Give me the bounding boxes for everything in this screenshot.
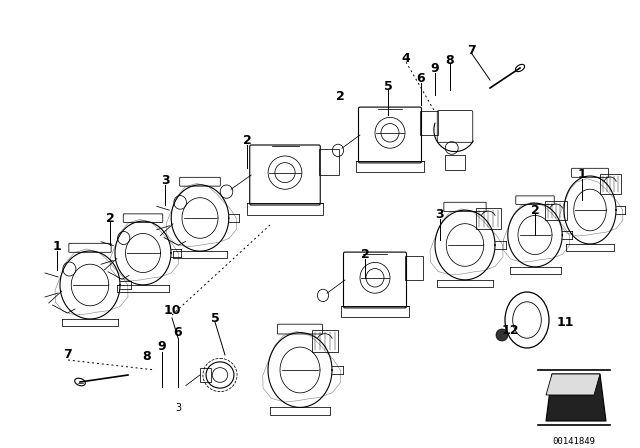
Text: 1: 1	[578, 168, 586, 181]
Bar	[445, 155, 465, 170]
Bar	[476, 208, 500, 228]
Bar	[600, 174, 621, 194]
Bar	[356, 161, 424, 172]
Ellipse shape	[496, 329, 508, 341]
Text: 3: 3	[161, 175, 170, 188]
Bar	[545, 201, 567, 220]
Text: 7: 7	[468, 43, 476, 56]
Text: 6: 6	[173, 327, 182, 340]
Text: 3: 3	[175, 403, 181, 413]
Bar	[200, 368, 211, 382]
Text: 11: 11	[556, 316, 573, 329]
Text: 1: 1	[52, 241, 61, 254]
Text: 5: 5	[383, 79, 392, 92]
Text: 3: 3	[436, 208, 444, 221]
Text: 9: 9	[431, 63, 439, 76]
Text: 10: 10	[163, 303, 180, 316]
Text: 2: 2	[531, 203, 540, 216]
Text: 5: 5	[211, 311, 220, 324]
Text: 00141849: 00141849	[552, 437, 595, 446]
Text: 12: 12	[501, 323, 519, 336]
Text: 6: 6	[417, 73, 426, 86]
Text: 9: 9	[157, 340, 166, 353]
Text: 7: 7	[63, 349, 72, 362]
Bar	[247, 203, 323, 215]
Text: 8: 8	[445, 53, 454, 66]
Text: 8: 8	[143, 350, 151, 363]
Polygon shape	[546, 374, 600, 395]
Bar	[312, 330, 338, 353]
Bar	[341, 306, 409, 317]
Text: 4: 4	[402, 52, 410, 65]
Text: 2: 2	[335, 90, 344, 103]
Text: 2: 2	[360, 249, 369, 262]
Text: 2: 2	[243, 134, 252, 147]
Bar	[405, 256, 423, 280]
Bar	[319, 149, 339, 175]
Polygon shape	[546, 374, 606, 421]
Text: 2: 2	[106, 211, 115, 224]
Bar	[420, 111, 438, 135]
